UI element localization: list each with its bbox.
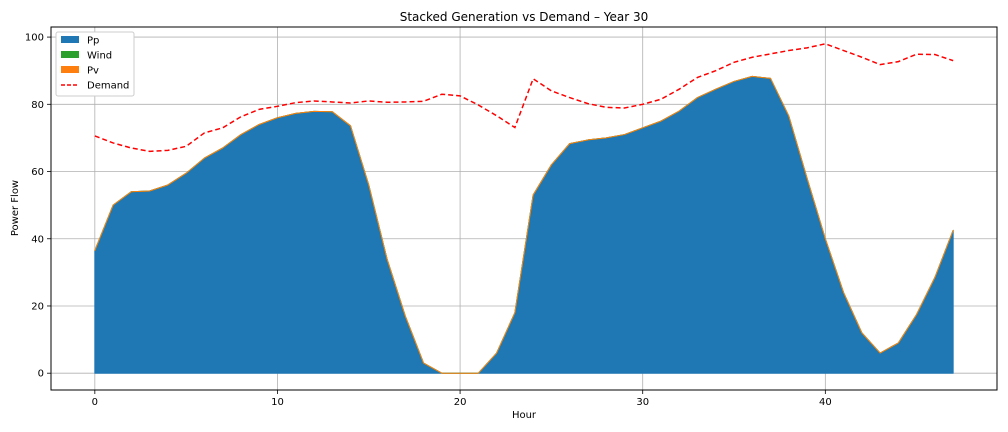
legend-item-pp: Pp: [61, 36, 99, 47]
series-lines: [94, 43, 954, 153]
x-axis-ticks: 0 10 20 30 40: [92, 390, 832, 408]
legend-swatch-pp: [61, 36, 79, 43]
y-tick-label: 100: [25, 33, 44, 44]
y-tick-label: 20: [31, 301, 44, 312]
legend-item-pv: Pv: [61, 66, 99, 77]
y-axis-label: Power Flow: [10, 180, 21, 236]
legend-swatch-wind: [61, 51, 79, 58]
x-tick-label: 0: [92, 397, 98, 408]
x-axis-label: Hour: [512, 410, 537, 421]
x-tick-label: 10: [271, 397, 284, 408]
line-demand: [94, 43, 954, 153]
stacked-areas: [94, 75, 954, 374]
x-tick-label: 30: [636, 397, 649, 408]
y-tick-label: 60: [31, 167, 44, 178]
legend-swatch-pv: [61, 66, 79, 73]
y-tick-label: 40: [31, 234, 44, 245]
legend-label-pp: Pp: [87, 36, 99, 47]
legend: Pp Wind Pv Demand: [55, 31, 135, 97]
x-tick-label: 20: [454, 397, 467, 408]
plot-frame: [50, 26, 998, 391]
legend-label-demand: Demand: [87, 81, 129, 92]
y-tick-label: 80: [31, 100, 44, 111]
y-tick-label: 0: [38, 369, 44, 380]
legend-item-demand: Demand: [61, 81, 129, 92]
area-pv: [94, 75, 954, 374]
legend-label-wind: Wind: [87, 51, 112, 62]
legend-label-pv: Pv: [87, 66, 99, 77]
y-axis-ticks: 0 20 40 60 80 100: [25, 33, 51, 380]
legend-item-wind: Wind: [61, 51, 112, 62]
chart-title: Stacked Generation vs Demand – Year 30: [400, 10, 649, 24]
x-tick-label: 40: [819, 397, 832, 408]
legend-box: [55, 31, 135, 97]
